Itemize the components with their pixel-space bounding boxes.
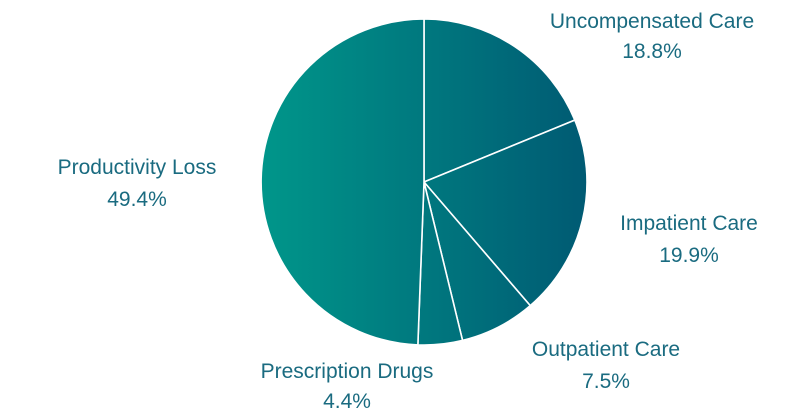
slice-label-prescription-drugs: Prescription Drugs xyxy=(261,360,434,383)
pie-slice-uncompensated-care xyxy=(423,18,576,184)
pie-slice-impatient-care xyxy=(422,119,588,307)
slice-value-outpatient-care: 7.5% xyxy=(582,370,630,393)
slice-label-productivity-loss: Productivity Loss xyxy=(58,156,217,179)
pie-slice-productivity-loss xyxy=(260,18,425,346)
slice-value-productivity-loss: 49.4% xyxy=(107,188,167,211)
slice-value-prescription-drugs: 4.4% xyxy=(323,390,371,413)
slice-value-uncompensated-care: 18.8% xyxy=(622,40,682,63)
slice-label-uncompensated-care: Uncompensated Care xyxy=(550,10,754,33)
slice-label-outpatient-care: Outpatient Care xyxy=(532,338,680,361)
slice-label-impatient-care: Impatient Care xyxy=(620,212,758,235)
slice-value-impatient-care: 19.9% xyxy=(659,244,719,267)
